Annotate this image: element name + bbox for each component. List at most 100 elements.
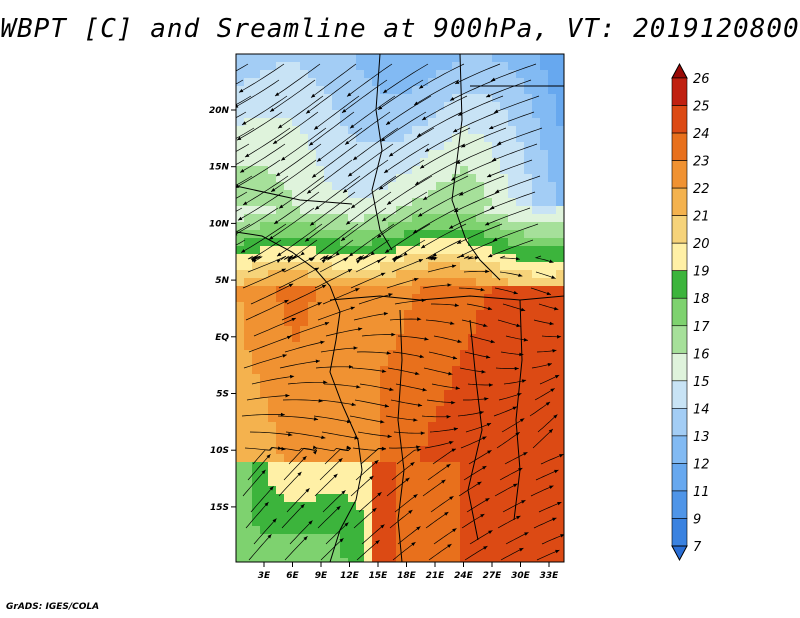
field-cell (516, 430, 525, 439)
field-cell (364, 302, 373, 311)
field-cell (244, 126, 253, 135)
field-cell (340, 534, 349, 543)
field-cell (404, 302, 413, 311)
streamline (325, 328, 363, 337)
field-cell (452, 110, 461, 119)
colorbar-label: 16 (693, 347, 710, 362)
field-cell (324, 262, 333, 271)
field-cell (444, 518, 453, 527)
field-cell (452, 134, 461, 143)
field-cell (428, 62, 437, 71)
field-cell (396, 278, 405, 287)
field-cell (532, 494, 541, 503)
field-cell (476, 102, 485, 111)
field-cell (268, 382, 277, 391)
field-cell (516, 158, 525, 167)
field-cell (244, 454, 253, 463)
field-cell (252, 510, 261, 519)
field-cell (372, 406, 381, 415)
streamline-arrow (333, 473, 338, 478)
field-cell (252, 238, 261, 247)
field-cell (500, 126, 509, 135)
streamline (493, 95, 540, 113)
colorbar-bin (671, 105, 688, 134)
field-cell (500, 302, 509, 311)
field-cell (492, 350, 501, 359)
streamline-arrow (312, 173, 317, 178)
field-cell (428, 526, 437, 535)
field-cell (548, 382, 557, 391)
field-cell (452, 534, 461, 543)
streamline (533, 517, 557, 529)
field-cell (460, 270, 469, 279)
field-cell (516, 494, 525, 503)
streamline (348, 223, 395, 257)
field-cell (372, 502, 381, 511)
field-cell (300, 198, 309, 207)
field-cell (548, 230, 557, 239)
field-cell (412, 414, 421, 423)
field-cell (548, 150, 557, 159)
field-cell (484, 462, 493, 471)
field-cell (452, 94, 461, 103)
field-cell (412, 438, 421, 447)
field-cell (484, 214, 493, 223)
field-cell (364, 366, 373, 375)
field-cell (428, 366, 437, 375)
field-cell (380, 502, 389, 511)
field-cell (460, 558, 469, 562)
field-cell (276, 54, 285, 63)
streamline (248, 335, 292, 353)
field-cell (364, 390, 373, 399)
field-cell (284, 374, 293, 383)
field-cell (292, 238, 301, 247)
field-cell (404, 158, 413, 167)
field-cell (244, 502, 253, 511)
field-cell (556, 142, 564, 151)
streamline (236, 63, 249, 72)
field-cell (508, 238, 517, 247)
field-cell (356, 126, 365, 135)
streamline (455, 143, 502, 165)
streamline (467, 383, 494, 386)
streamline-arrow (312, 450, 318, 455)
field-cell (276, 446, 285, 455)
field-cell (404, 150, 413, 159)
colorbar-bottom-arrow (671, 545, 688, 562)
field-cell (372, 518, 381, 527)
field-cell (460, 486, 469, 495)
field-cell (316, 118, 325, 127)
field-cell (444, 470, 453, 479)
field-cell (532, 350, 541, 359)
field-cell (404, 190, 413, 199)
field-cell (324, 206, 333, 215)
field-cell (236, 454, 245, 463)
map-frame (235, 53, 565, 563)
field-cell (484, 126, 493, 135)
streamline-arrow (519, 548, 524, 552)
field-cell (452, 86, 461, 95)
field-cell (380, 134, 389, 143)
field-cell (516, 286, 525, 295)
field-cell (460, 302, 469, 311)
field-cell (276, 302, 285, 311)
field-cell (364, 118, 373, 127)
streamline (501, 418, 525, 433)
field-cell (348, 166, 357, 175)
field-cell (428, 414, 437, 423)
field-cell (260, 374, 269, 383)
field-cell (284, 94, 293, 103)
field-cell (436, 414, 445, 423)
field-cell (236, 430, 245, 439)
streamline-arrow (388, 293, 393, 297)
streamline-arrow (347, 92, 352, 97)
field-cell (468, 542, 477, 551)
field-cell (292, 342, 301, 351)
field-cell (460, 318, 469, 327)
streamline (278, 267, 320, 289)
field-cell (308, 350, 317, 359)
field-cell (532, 166, 541, 175)
streamline-arrow (408, 510, 413, 514)
field-cell (540, 510, 549, 519)
streamline-arrow (549, 485, 554, 489)
